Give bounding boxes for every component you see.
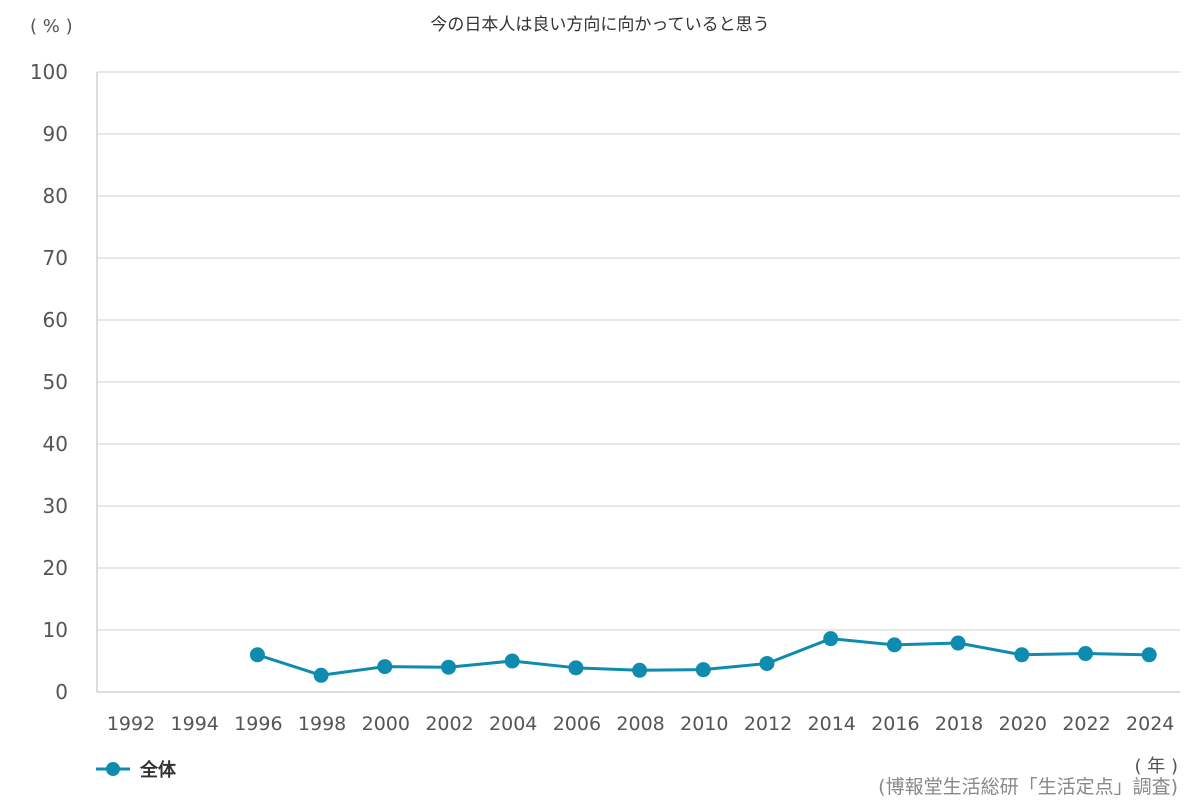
x-tick-label: 2018 bbox=[935, 713, 983, 735]
x-axis-unit-label: ( 年 ) bbox=[1134, 756, 1179, 777]
y-tick-label: 50 bbox=[43, 370, 68, 394]
data-point bbox=[249, 647, 265, 663]
y-tick-label: 100 bbox=[30, 60, 68, 84]
legend: 全体 bbox=[96, 756, 176, 782]
x-tick-label: 1996 bbox=[234, 713, 282, 735]
y-tick-label: 10 bbox=[43, 618, 68, 642]
data-point bbox=[632, 662, 648, 678]
series-layer bbox=[249, 631, 1157, 683]
y-tick-label: 40 bbox=[43, 432, 68, 456]
data-point bbox=[1078, 646, 1093, 662]
data-point bbox=[504, 653, 520, 669]
x-tick-label: 2002 bbox=[425, 713, 473, 735]
y-tick-label: 0 bbox=[55, 680, 68, 704]
x-tick-label: 2024 bbox=[1126, 713, 1174, 735]
data-point bbox=[759, 655, 775, 671]
data-point bbox=[823, 631, 839, 647]
chart-title: 今の日本人は良い方向に向かっていると思う bbox=[430, 15, 770, 35]
x-tick-label: 2004 bbox=[489, 713, 537, 735]
legend-marker-icon bbox=[96, 762, 130, 776]
x-tick-label: 2020 bbox=[999, 713, 1047, 735]
gridlines bbox=[96, 71, 1180, 693]
x-tick-label: 2008 bbox=[616, 713, 664, 735]
data-point bbox=[313, 667, 329, 683]
source-note: (博報堂生活総研「生活定点」調査) bbox=[878, 776, 1178, 798]
y-axis-ticks: 0 10 20 30 40 50 60 70 80 90 100 bbox=[30, 60, 68, 704]
x-tick-label: 2000 bbox=[362, 713, 410, 735]
data-point bbox=[886, 637, 902, 653]
y-tick-label: 60 bbox=[43, 308, 68, 332]
x-tick-label: 2010 bbox=[680, 713, 728, 735]
data-point bbox=[695, 662, 711, 678]
data-point bbox=[1141, 647, 1157, 663]
data-point bbox=[568, 660, 584, 676]
data-point bbox=[1014, 647, 1030, 663]
y-axis-unit-label: ( % ) bbox=[30, 16, 73, 37]
y-tick-label: 30 bbox=[43, 494, 68, 518]
x-tick-label: 1992 bbox=[107, 713, 155, 735]
x-axis-ticks: 1992 1994 1996 1998 2000 2002 2004 2006 2008 2010… bbox=[107, 713, 1175, 735]
x-tick-label: 2014 bbox=[808, 713, 856, 735]
x-tick-label: 1998 bbox=[298, 713, 346, 735]
y-tick-label: 90 bbox=[43, 122, 68, 146]
x-tick-label: 2022 bbox=[1062, 713, 1110, 735]
y-tick-label: 20 bbox=[43, 556, 68, 580]
data-point bbox=[441, 659, 456, 675]
x-tick-label: 1994 bbox=[171, 713, 219, 735]
x-tick-label: 2006 bbox=[553, 713, 601, 735]
x-tick-label: 2012 bbox=[744, 713, 792, 735]
data-point bbox=[950, 635, 966, 651]
y-tick-label: 80 bbox=[43, 184, 68, 208]
data-point bbox=[377, 659, 393, 675]
x-tick-label: 2016 bbox=[871, 713, 919, 735]
legend-label: 全体 bbox=[140, 760, 176, 781]
y-tick-label: 70 bbox=[43, 246, 68, 270]
